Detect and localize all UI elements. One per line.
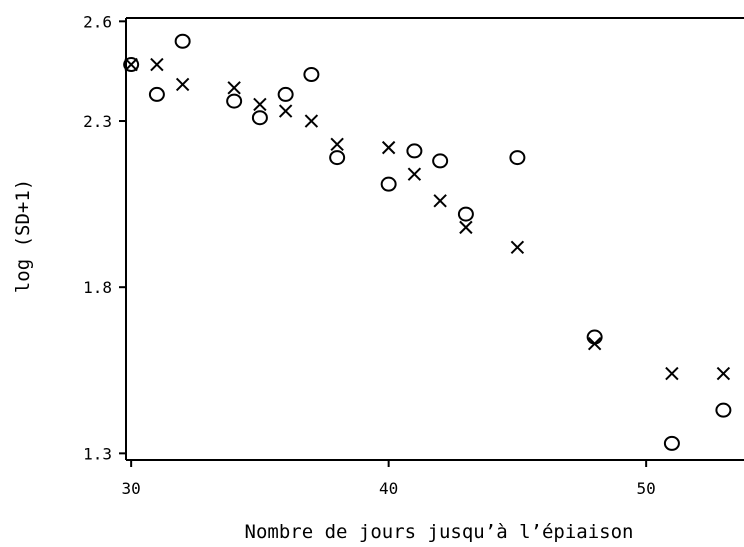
data-point-x-stroke: [716, 366, 731, 381]
data-point-x: [510, 240, 525, 255]
data-point-o: [586, 329, 603, 345]
data-point-x: [407, 167, 422, 181]
y-tick-label: 1.8: [83, 278, 112, 297]
axes: 30 40 50 1.3 1.8 2.3 2.6: [83, 12, 744, 498]
data-point-o: [277, 86, 294, 102]
data-point-x-stroke: [510, 240, 525, 255]
data-point-x-stroke: [304, 114, 319, 128]
data-point-x-stroke: [278, 104, 293, 118]
data-point-x-stroke: [227, 81, 241, 95]
data-point-o: [380, 176, 397, 192]
y-tick-label: 2.3: [83, 112, 112, 131]
data-point-x: [278, 104, 293, 118]
data-point-x: [433, 194, 447, 208]
data-point-x-stroke: [587, 336, 602, 351]
data-point-o: [715, 402, 732, 418]
data-point-x: [330, 137, 344, 151]
data-point-o: [457, 206, 474, 222]
data-point-x-stroke: [175, 77, 190, 92]
y-axis-label: log (SD+1): [12, 179, 34, 293]
data-point-x: [304, 114, 319, 128]
data-point-o: [123, 57, 140, 73]
data-point-o: [251, 110, 268, 126]
data-point-x: [253, 97, 267, 112]
data-point-x: [227, 81, 241, 95]
x-tick-label: 40: [379, 479, 398, 498]
data-point-x: [716, 366, 731, 381]
data-point-x: [150, 57, 164, 72]
data-point-o: [303, 66, 320, 82]
data-point-o: [509, 150, 526, 166]
data-point-x-stroke: [381, 140, 396, 155]
data-point-x-stroke: [330, 137, 344, 151]
data-point-o: [406, 143, 423, 159]
y-tick-label: 1.3: [83, 444, 112, 463]
data-point-o: [329, 150, 346, 166]
data-point-x: [587, 336, 602, 351]
data-point-o: [663, 435, 680, 451]
data-point-o: [148, 86, 165, 102]
data-point-x-stroke: [124, 57, 138, 72]
data-point-o: [174, 33, 191, 49]
data-point-o: [226, 93, 243, 109]
data-point-x: [175, 77, 190, 92]
data-point-x-stroke: [459, 220, 473, 235]
data-point-x: [459, 220, 473, 235]
data-point-x: [665, 366, 679, 381]
data-point-x-stroke: [433, 194, 447, 208]
y-tick-label: 2.6: [83, 12, 112, 31]
data-point-o: [432, 153, 449, 169]
x-axis-label: Nombre de jours jusqu’à l’épiaison: [245, 521, 634, 543]
data-point-x-stroke: [665, 366, 679, 381]
x-tick-label: 50: [637, 479, 656, 498]
data-point-x-stroke: [150, 57, 164, 72]
data-point-x-stroke: [407, 167, 422, 181]
data-point-x-stroke: [253, 97, 267, 112]
data-point-x: [124, 57, 138, 72]
data-points: [123, 33, 732, 451]
x-tick-label: 30: [122, 479, 141, 498]
data-point-x: [381, 140, 396, 155]
